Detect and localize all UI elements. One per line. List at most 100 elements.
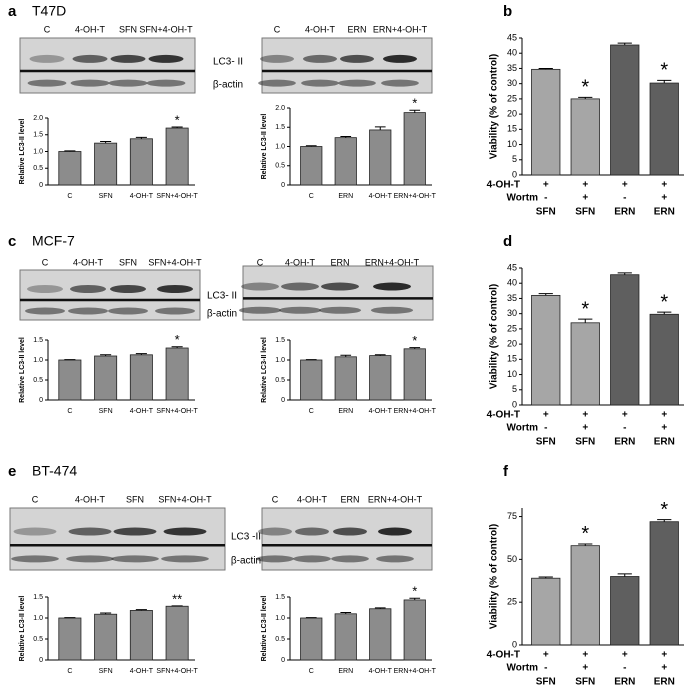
y-tick-label: 0 xyxy=(512,169,517,179)
bar xyxy=(334,356,357,401)
lane-label: ERN xyxy=(347,24,366,34)
actin-band xyxy=(301,79,339,87)
y-tick-label: 20 xyxy=(507,108,517,118)
x-tick-label: SFN xyxy=(536,437,556,448)
treatment: + xyxy=(661,180,667,191)
x-tick-label: 4-OH-T xyxy=(369,668,393,675)
x-tick-label: SFN xyxy=(99,668,113,675)
y-tick-label: 50 xyxy=(507,554,517,564)
treatment-label: 4-OH-T xyxy=(487,410,520,421)
y-tick-label: 2.0 xyxy=(33,115,43,122)
y-tick-label: 40 xyxy=(507,278,517,288)
error-bar xyxy=(617,573,632,577)
treatment: + xyxy=(582,193,588,204)
treatment: - xyxy=(544,423,547,434)
lc3-band xyxy=(321,282,359,291)
significance: * xyxy=(660,291,668,313)
lc3-band xyxy=(340,54,374,63)
y-tick-label: 0 xyxy=(281,657,285,664)
x-tick-label: C xyxy=(309,193,314,200)
x-tick-label: SFN xyxy=(536,207,556,218)
error-bar xyxy=(578,318,593,323)
treatment: - xyxy=(623,663,626,674)
lc3-band xyxy=(29,54,65,63)
treatment: + xyxy=(582,423,588,434)
actin-band xyxy=(381,79,419,87)
significance: ** xyxy=(172,591,182,606)
lane-label: ERN+4-OH-T xyxy=(373,24,428,34)
lane-label: C xyxy=(32,494,39,504)
lane-label: 4-OH-T xyxy=(73,257,103,267)
treatment-label: Wortm xyxy=(507,663,539,674)
actin-band xyxy=(11,555,59,563)
bar xyxy=(94,142,118,186)
lane-label: 4-OH-T xyxy=(75,24,105,34)
x-tick-label: 4-OH-T xyxy=(369,193,393,200)
error-bar xyxy=(100,354,112,356)
lane-label: ERN xyxy=(330,257,349,267)
x-tick-label: ERN xyxy=(614,677,635,688)
y-tick-label: 0 xyxy=(39,182,43,189)
actin-band xyxy=(161,555,209,563)
actin-band xyxy=(108,79,148,87)
lc3-band xyxy=(72,54,108,63)
treatment: + xyxy=(661,423,667,434)
y-tick-label: 5 xyxy=(512,154,517,164)
actin-band xyxy=(70,79,110,87)
y-axis-title: Viability (% of control) xyxy=(489,54,500,159)
x-tick-label: C xyxy=(67,193,72,200)
significance: * xyxy=(581,77,589,99)
error-bar xyxy=(340,612,352,614)
x-tick-label: 4-OH-T xyxy=(130,668,154,675)
panel-letter: f xyxy=(503,463,509,480)
panel-letter: d xyxy=(503,233,512,250)
treatment: - xyxy=(544,193,547,204)
x-tick-label: ERN xyxy=(654,207,675,218)
treatment: - xyxy=(623,423,626,434)
y-tick-label: 40 xyxy=(507,48,517,58)
panel-letter: a xyxy=(8,3,17,20)
actin-band xyxy=(331,555,369,563)
bar xyxy=(129,354,153,401)
y-tick-label: 25 xyxy=(507,597,517,607)
bar xyxy=(334,137,357,186)
treatment: + xyxy=(661,410,667,421)
error-bar xyxy=(374,354,386,356)
lc3-band xyxy=(13,527,57,536)
significance: * xyxy=(660,499,668,521)
bar xyxy=(165,127,189,186)
treatment: + xyxy=(622,650,628,661)
y-tick-label: 35 xyxy=(507,293,517,303)
error-bar xyxy=(538,67,553,70)
treatment: + xyxy=(543,650,549,661)
cell-line: T47D xyxy=(32,3,66,19)
lc3-band xyxy=(70,285,106,293)
treatment-label: 4-OH-T xyxy=(487,180,520,191)
lane-label: SFN xyxy=(126,494,144,504)
lane-label: C xyxy=(272,494,279,504)
x-tick-label: SFN xyxy=(99,408,113,415)
cell-line: BT-474 xyxy=(32,463,77,479)
bar xyxy=(570,545,600,646)
treatment: + xyxy=(622,180,628,191)
y-axis-title: Relative LC3-II level xyxy=(261,596,268,662)
treatment: + xyxy=(582,410,588,421)
x-tick-label: ERN xyxy=(338,193,353,200)
bar xyxy=(58,359,82,401)
bar xyxy=(403,599,426,661)
bar xyxy=(649,82,679,176)
bar xyxy=(610,44,640,176)
lc3-band xyxy=(383,54,417,63)
y-tick-label: 25 xyxy=(507,93,517,103)
y-tick-label: 0.5 xyxy=(275,377,285,384)
band-label: β-actin xyxy=(213,80,243,91)
treatment: + xyxy=(582,663,588,674)
y-axis-title: Viability (% of control) xyxy=(489,284,500,389)
actin-band xyxy=(370,306,414,314)
y-tick-label: 1.5 xyxy=(33,594,43,601)
actin-band xyxy=(146,79,186,87)
treatment: + xyxy=(543,410,549,421)
y-tick-label: 35 xyxy=(507,63,517,73)
significance: * xyxy=(175,332,180,347)
